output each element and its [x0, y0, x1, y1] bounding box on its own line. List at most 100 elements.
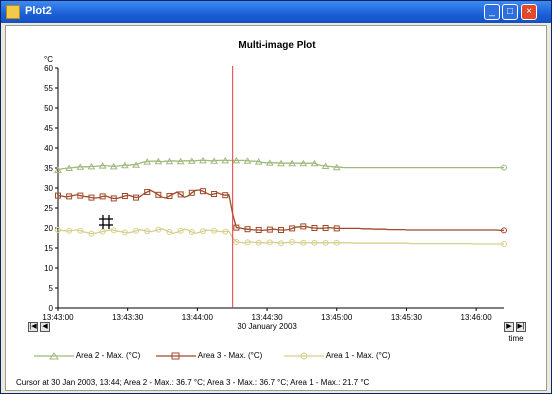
series-point-1	[332, 163, 341, 171]
series-point-3	[244, 239, 251, 246]
series-point-1	[243, 157, 252, 164]
series-point-3	[278, 240, 284, 247]
series-point-1	[76, 163, 85, 170]
series-point-1	[277, 159, 285, 167]
legend-item-area-3: Area 3 - Max. (°C)	[156, 351, 262, 361]
series-point-2	[266, 226, 273, 233]
series-point-3	[222, 228, 229, 235]
series-point-3	[211, 227, 218, 234]
series-point-2	[244, 226, 251, 233]
series-point-3	[121, 229, 128, 236]
series-point-2	[233, 224, 240, 231]
series-point-1	[65, 164, 74, 171]
x-tick-label: 13:44:00	[182, 313, 214, 322]
series-point-2	[144, 189, 151, 195]
series-point-3	[255, 239, 262, 246]
x-tick-label: 13:46:00	[461, 313, 493, 322]
series-point-3	[188, 229, 195, 235]
series-point-3	[300, 239, 307, 246]
series-point-2	[278, 227, 284, 233]
series-point-2	[199, 188, 206, 195]
series-end-point-3	[501, 241, 507, 247]
title-bar[interactable]: Plot2 _ □ ×	[1, 1, 551, 23]
y-tick-label: 25	[44, 204, 53, 213]
series-point-2	[166, 193, 173, 199]
series-point-3	[66, 227, 73, 234]
series-point-3	[266, 239, 273, 246]
chart-title: Multi-image Plot	[238, 40, 316, 51]
series-point-2	[311, 225, 318, 231]
y-tick-label: 35	[44, 164, 53, 173]
series-end-point-1	[501, 164, 507, 171]
series-line-2	[57, 189, 504, 232]
series-point-3	[155, 226, 162, 233]
series-point-3	[166, 229, 173, 235]
y-tick-label: 60	[44, 64, 53, 73]
series-point-1	[321, 162, 330, 169]
plot-area[interactable]: Multi-image Plot °C 0 5 10 15 20 25 30 35 40 45 50 5…	[5, 25, 547, 391]
series-point-2	[300, 223, 307, 230]
series-point-3	[233, 239, 240, 245]
series-point-3	[133, 227, 140, 234]
series-point-2	[255, 227, 262, 233]
series-point-3	[322, 239, 329, 246]
series-point-3	[99, 228, 106, 235]
series-point-2	[133, 194, 140, 201]
series-point-1	[299, 159, 308, 167]
series-point-1	[87, 162, 96, 170]
y-tick-label: 5	[49, 284, 54, 293]
y-unit-label: °C	[44, 55, 53, 64]
series-point-1	[232, 156, 241, 164]
series-point-3	[88, 230, 95, 237]
series-point-3	[199, 228, 206, 235]
app-icon	[6, 5, 20, 19]
series-point-1	[176, 157, 185, 165]
scroll-start-icon[interactable]: |◀	[28, 322, 38, 332]
legend-item-area-2: Area 2 - Max. (°C)	[34, 351, 140, 361]
scroll-end-icon[interactable]: ▶|	[516, 322, 526, 332]
series-point-2	[177, 191, 184, 198]
series-line-1	[57, 159, 504, 171]
series-point-1	[143, 158, 152, 165]
series-point-3	[311, 239, 318, 246]
series-point-2	[55, 192, 61, 199]
series-point-3	[289, 239, 296, 245]
series-point-2	[88, 194, 95, 201]
series-point-1	[199, 156, 207, 164]
series-point-1	[210, 157, 218, 164]
series-point-3	[177, 227, 184, 234]
series-point-2	[222, 192, 229, 199]
series-point-2	[289, 225, 296, 232]
series-line-3	[57, 228, 504, 245]
series-point-1	[121, 161, 129, 169]
series-end-point-2	[501, 227, 507, 234]
series-point-2	[77, 192, 84, 199]
series-point-1	[54, 166, 62, 173]
minimize-button[interactable]: _	[484, 4, 500, 20]
series-point-2	[188, 189, 195, 196]
series-point-3	[333, 239, 340, 246]
series-point-2	[333, 225, 340, 232]
x-axis-label: time	[508, 334, 524, 343]
legend-item-area-1: Area 1 - Max. (°C)	[284, 351, 390, 361]
scroll-right-icon[interactable]: ▶	[504, 322, 514, 332]
x-tick-label: 13:43:00	[42, 313, 74, 322]
series-point-1	[154, 157, 163, 165]
series-point-2	[110, 195, 117, 202]
legend-swatch-area-1-icon	[284, 352, 324, 360]
series-point-2	[66, 193, 73, 200]
series-point-1	[132, 161, 140, 168]
series-point-2	[322, 225, 329, 231]
series-point-2	[211, 191, 218, 197]
scroll-left-icon[interactable]: ◀	[40, 322, 50, 332]
close-button[interactable]: ×	[521, 4, 537, 20]
y-tick-label: 50	[44, 104, 53, 113]
y-tick-label: 45	[44, 124, 53, 133]
series-point-1	[221, 156, 230, 164]
series-point-1	[98, 162, 107, 169]
maximize-button[interactable]: □	[502, 4, 518, 20]
series-point-1	[165, 157, 174, 165]
chart-svg[interactable]: °C 0 5 10 15 20 25 30 35 40 45 50 55 60 13:43:00 13:43:…	[6, 26, 546, 356]
y-tick-label: 20	[44, 224, 53, 233]
